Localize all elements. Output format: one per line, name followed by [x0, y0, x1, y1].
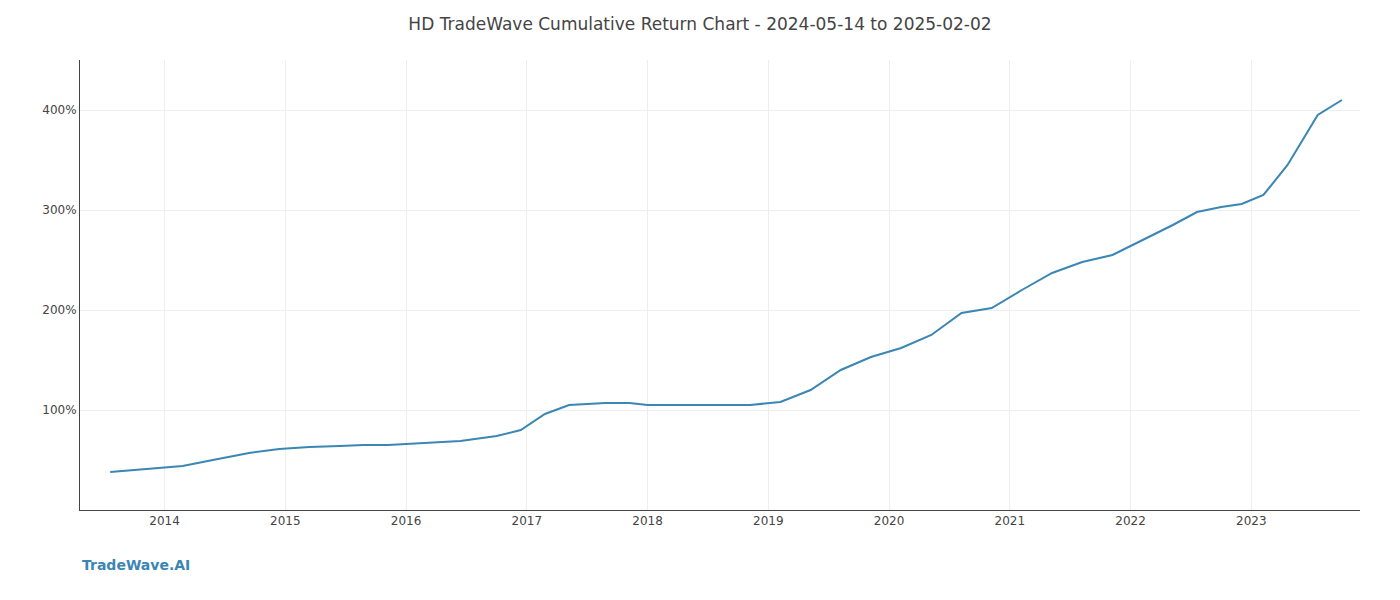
svg-text:300%: 300%: [42, 203, 76, 217]
svg-text:TradeWave.AI: TradeWave.AI: [82, 557, 190, 573]
svg-text:100%: 100%: [42, 403, 76, 417]
svg-text:2021: 2021: [995, 514, 1026, 528]
svg-text:2018: 2018: [632, 514, 663, 528]
svg-text:200%: 200%: [42, 303, 76, 317]
svg-text:2017: 2017: [512, 514, 543, 528]
svg-text:400%: 400%: [42, 103, 76, 117]
svg-text:HD TradeWave Cumulative Return: HD TradeWave Cumulative Return Chart - 2…: [408, 14, 991, 34]
svg-text:2019: 2019: [753, 514, 784, 528]
svg-text:2023: 2023: [1236, 514, 1267, 528]
svg-text:2015: 2015: [270, 514, 301, 528]
svg-text:2022: 2022: [1115, 514, 1146, 528]
svg-text:2020: 2020: [874, 514, 905, 528]
svg-text:2014: 2014: [149, 514, 180, 528]
svg-text:2016: 2016: [391, 514, 422, 528]
